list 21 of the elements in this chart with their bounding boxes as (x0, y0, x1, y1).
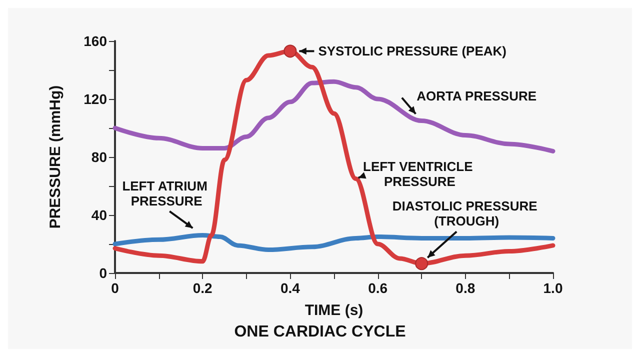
x-tick-label: 0 (111, 280, 120, 296)
line-series (112, 79, 556, 154)
x-tick-label: 1.0 (543, 280, 563, 296)
y-tick-label: 160 (84, 33, 108, 49)
series-label: AORTA PRESSURE (416, 88, 537, 104)
y-tick-label: 120 (84, 91, 108, 107)
text: ONE CARDIAC CYCLE (234, 324, 406, 340)
x-tick-label: 0.8 (456, 280, 476, 296)
annotation: DIASTOLIC PRESSURE (TROUGH) (392, 198, 541, 229)
x-tick-label: 0.6 (368, 280, 388, 296)
text: LEFT ATRIUM PRESSURE (122, 178, 212, 208)
y-tick-label: 0 (99, 265, 108, 281)
x-tick-label: 0.2 (192, 280, 213, 296)
y-axis-title: PRESSURE (mmHg) (47, 85, 64, 229)
annotation: SYSTOLIC PRESSURE (PEAK) (318, 44, 506, 59)
y-tick-label: 80 (91, 149, 108, 165)
x-tick-label: 0.4 (280, 280, 300, 296)
line-series (112, 233, 556, 252)
series-label: LEFT VENTRICLE PRESSURE (363, 158, 474, 189)
y-tick-label: 40 (91, 207, 108, 223)
x-axis-title: TIME (s) (304, 302, 364, 319)
